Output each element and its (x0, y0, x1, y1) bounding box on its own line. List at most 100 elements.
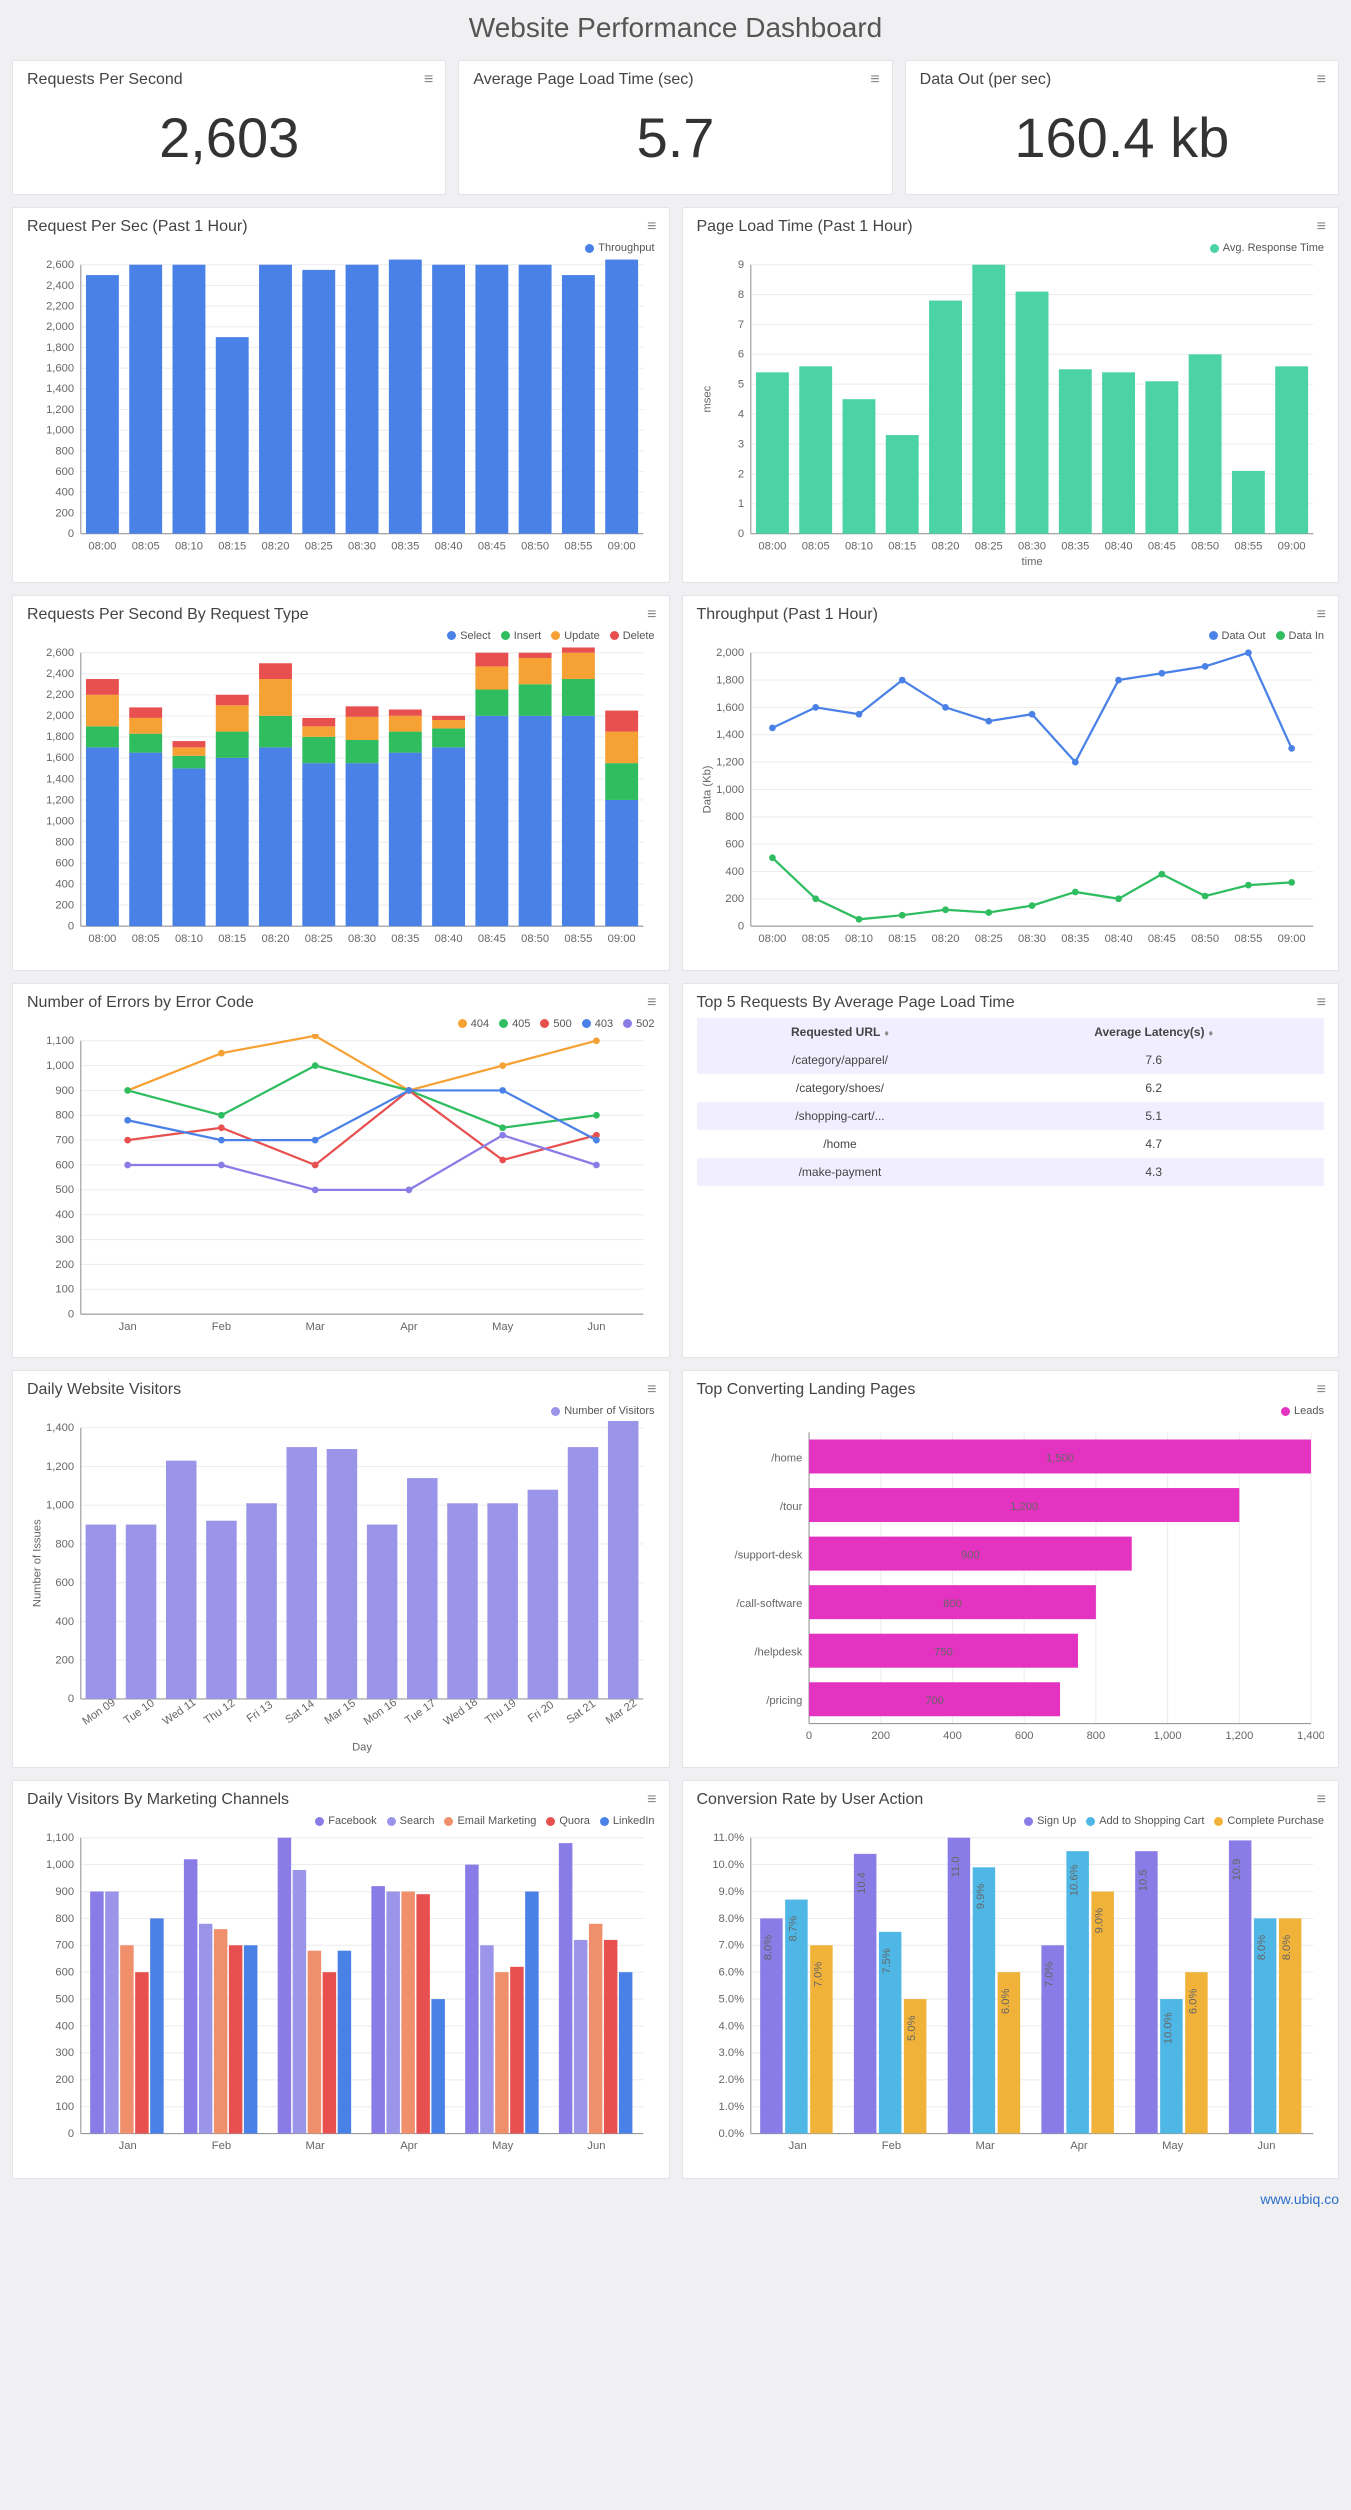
menu-icon[interactable]: ≡ (1317, 606, 1326, 624)
svg-text:8.0%: 8.0% (718, 1913, 744, 1925)
svg-text:500: 500 (55, 1994, 74, 2006)
chart-title: Page Load Time (Past 1 Hour) (697, 218, 1325, 236)
svg-text:10.0%: 10.0% (1162, 2013, 1174, 2045)
svg-text:/helpdesk: /helpdesk (754, 1647, 802, 1659)
table-row: /home4.7 (697, 1130, 1325, 1158)
svg-text:08:20: 08:20 (262, 540, 290, 552)
svg-text:750: 750 (934, 1647, 953, 1659)
kpi-label: Data Out (per sec) (920, 71, 1324, 89)
svg-text:800: 800 (1086, 1730, 1105, 1742)
svg-text:600: 600 (725, 838, 744, 850)
svg-text:6.0%: 6.0% (999, 1989, 1011, 2015)
svg-text:1: 1 (737, 498, 743, 510)
stacked-bar-chart: 02004006008001,0001,2001,4001,6001,8002,… (27, 646, 655, 960)
svg-text:08:25: 08:25 (305, 540, 333, 552)
svg-text:800: 800 (55, 836, 74, 848)
chart-errors: ≡ Number of Errors by Error Code 4044055… (12, 983, 670, 1359)
svg-text:Mar 15: Mar 15 (323, 1697, 358, 1727)
menu-icon[interactable]: ≡ (424, 71, 433, 89)
svg-text:08:35: 08:35 (1061, 540, 1089, 552)
kpi-label: Requests Per Second (27, 71, 431, 89)
svg-text:08:15: 08:15 (888, 933, 916, 945)
svg-text:08:10: 08:10 (844, 933, 872, 945)
menu-icon[interactable]: ≡ (647, 1381, 656, 1399)
svg-text:08:40: 08:40 (435, 933, 463, 945)
svg-text:1,200: 1,200 (46, 794, 74, 806)
svg-text:08:55: 08:55 (1234, 933, 1262, 945)
svg-text:600: 600 (55, 857, 74, 869)
chart-legend: Sign UpAdd to Shopping CartComplete Purc… (697, 1815, 1325, 1827)
svg-text:09:00: 09:00 (1277, 540, 1305, 552)
footer-link[interactable]: www.ubiq.co (1260, 2191, 1339, 2207)
svg-text:/tour: /tour (779, 1501, 802, 1513)
svg-text:Feb: Feb (212, 2141, 231, 2153)
table-header: Requested URL♦Average Latency(s)♦ (697, 1018, 1325, 1046)
kpi-card-load: ≡ Average Page Load Time (sec) 5.7 (458, 60, 892, 195)
menu-icon[interactable]: ≡ (647, 994, 656, 1012)
svg-text:Mar 22: Mar 22 (604, 1697, 639, 1727)
menu-icon[interactable]: ≡ (1317, 1381, 1326, 1399)
svg-text:08:10: 08:10 (175, 540, 203, 552)
line-chart: 02004006008001,0001,2001,4001,6001,8002,… (697, 646, 1325, 960)
menu-icon[interactable]: ≡ (1317, 218, 1326, 236)
svg-text:08:55: 08:55 (564, 933, 592, 945)
svg-text:5.0%: 5.0% (906, 2016, 918, 2042)
svg-text:Apr: Apr (400, 2141, 418, 2153)
menu-icon[interactable]: ≡ (647, 606, 656, 624)
svg-text:08:25: 08:25 (974, 933, 1002, 945)
svg-text:400: 400 (55, 1209, 74, 1221)
menu-icon[interactable]: ≡ (647, 1791, 656, 1809)
svg-text:200: 200 (55, 2075, 74, 2087)
svg-text:7: 7 (737, 319, 743, 331)
menu-icon[interactable]: ≡ (647, 218, 656, 236)
chart-title: Daily Website Visitors (27, 1381, 655, 1399)
menu-icon[interactable]: ≡ (1317, 1791, 1326, 1809)
chart-title: Daily Visitors By Marketing Channels (27, 1791, 655, 1809)
chart-title: Requests Per Second By Request Type (27, 606, 655, 624)
menu-icon[interactable]: ≡ (1317, 71, 1326, 89)
svg-text:1,000: 1,000 (46, 425, 74, 437)
svg-text:8.0%: 8.0% (762, 1935, 774, 1961)
menu-icon[interactable]: ≡ (870, 71, 879, 89)
chart-visitors-channel: ≡ Daily Visitors By Marketing Channels F… (12, 1780, 670, 2178)
svg-text:4.0%: 4.0% (718, 2021, 744, 2033)
svg-text:1,800: 1,800 (46, 731, 74, 743)
table-row: /category/apparel/7.6 (697, 1046, 1325, 1074)
svg-text:Apr: Apr (400, 1320, 418, 1332)
chart-top-landing: ≡ Top Converting Landing Pages Leads 020… (682, 1370, 1340, 1768)
svg-text:May: May (492, 1320, 514, 1332)
table-col[interactable]: Average Latency(s)♦ (983, 1018, 1324, 1046)
chart-page-load: ≡ Page Load Time (Past 1 Hour) Avg. Resp… (682, 207, 1340, 583)
svg-text:08:30: 08:30 (348, 933, 376, 945)
chart-legend: 404405500403502 (27, 1018, 655, 1030)
svg-text:1,000: 1,000 (46, 1500, 74, 1512)
kpi-card-rps: ≡ Requests Per Second 2,603 (12, 60, 446, 195)
svg-text:/pricing: /pricing (766, 1695, 802, 1707)
svg-text:08:05: 08:05 (801, 933, 829, 945)
grouped-bar-chart: 0.0%1.0%2.0%3.0%4.0%5.0%6.0%7.0%8.0%9.0%… (697, 1831, 1324, 2167)
svg-text:10.4: 10.4 (856, 1873, 868, 1895)
svg-text:200: 200 (55, 1258, 74, 1270)
kpi-value: 2,603 (27, 95, 431, 184)
svg-text:08:35: 08:35 (391, 540, 419, 552)
svg-text:500: 500 (55, 1184, 74, 1196)
svg-text:0: 0 (68, 2128, 74, 2140)
svg-text:May: May (1162, 2141, 1184, 2153)
svg-text:Wed 11: Wed 11 (161, 1697, 199, 1728)
svg-text:800: 800 (55, 1539, 74, 1551)
svg-text:Mon 09: Mon 09 (80, 1697, 117, 1728)
svg-text:1,800: 1,800 (46, 342, 74, 354)
svg-text:Jun: Jun (587, 2141, 605, 2153)
svg-text:/support-desk: /support-desk (734, 1550, 802, 1562)
svg-text:Jun: Jun (1257, 2141, 1275, 2153)
svg-text:1.0%: 1.0% (718, 2101, 744, 2113)
svg-text:0: 0 (737, 920, 743, 932)
svg-text:10.9: 10.9 (1231, 1859, 1243, 1881)
svg-text:800: 800 (725, 811, 744, 823)
svg-text:10.5: 10.5 (1137, 1870, 1149, 1892)
table-col[interactable]: Requested URL♦ (697, 1018, 984, 1046)
svg-text:08:35: 08:35 (391, 933, 419, 945)
menu-icon[interactable]: ≡ (1317, 994, 1326, 1012)
svg-text:/home: /home (771, 1453, 802, 1465)
svg-text:08:50: 08:50 (521, 933, 549, 945)
